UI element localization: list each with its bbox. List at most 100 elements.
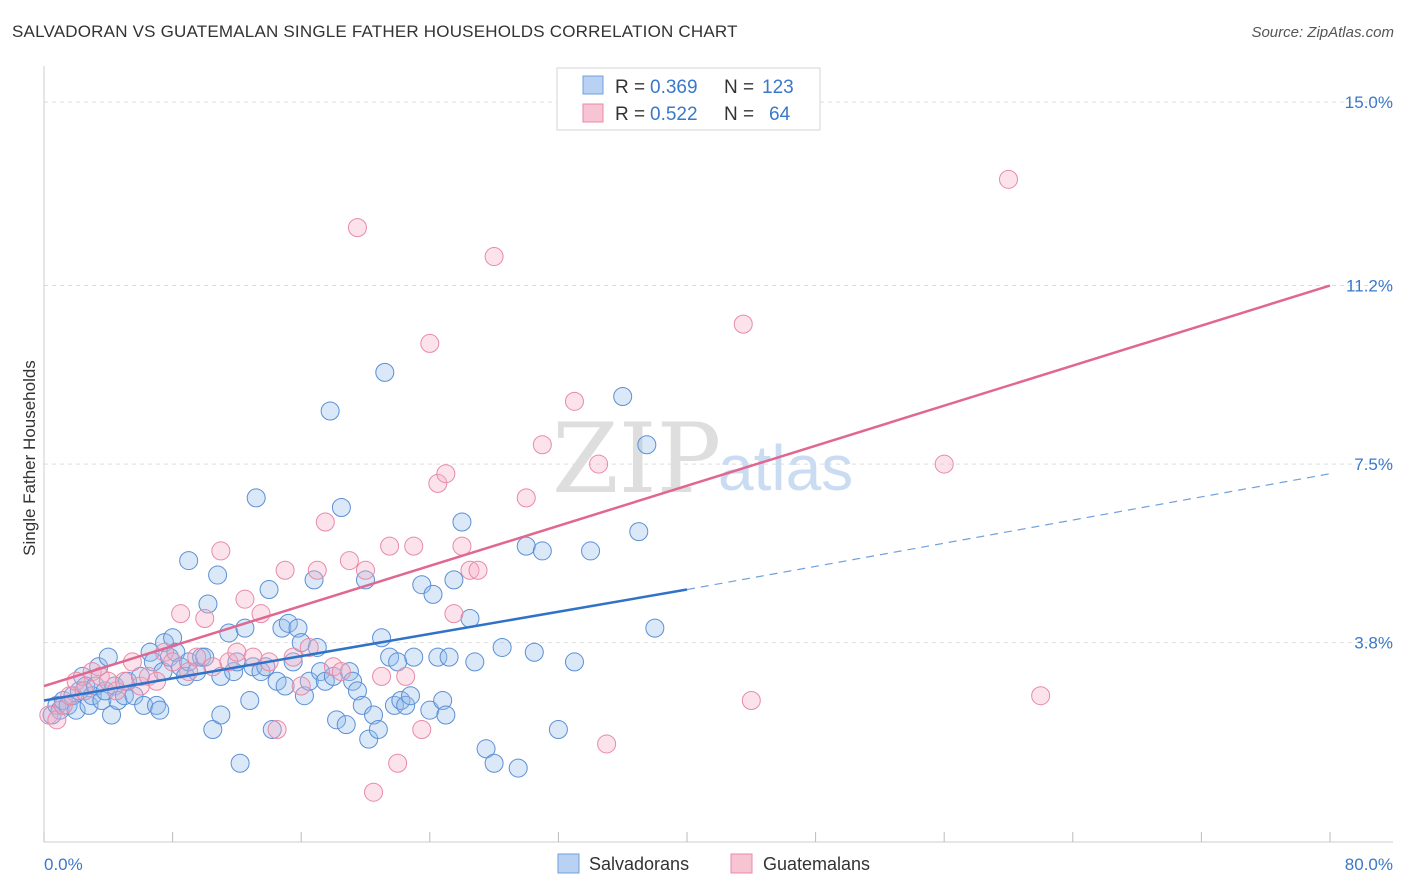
- guatemalan-point-61: [733, 314, 753, 334]
- legend: R = 0.369 N = 123 R = 0.522 N = 64: [556, 67, 821, 131]
- salvadoran-point-53: [246, 488, 266, 508]
- salvadoran-point-115: [629, 522, 649, 542]
- legend-n-value-1: 123: [762, 77, 794, 98]
- guatemalan-point-42: [372, 666, 392, 686]
- trend-lines: [43, 284, 1331, 702]
- salvadoran-point-60: [275, 676, 295, 696]
- salvadoran-point-40: [195, 647, 215, 667]
- guatemalan-point-47: [412, 719, 432, 739]
- bottom-legend-swatch-guatemalans: [730, 853, 753, 874]
- guatemalan-point-57: [532, 435, 552, 455]
- salvadoran-point-81: [359, 729, 379, 749]
- salvadoran-point-71: [320, 401, 340, 421]
- salvadoran-point-6: [66, 700, 86, 720]
- salvadoran-point-101: [452, 512, 472, 532]
- salvadoran-point-92: [404, 647, 424, 667]
- legend-r-label-2: R =: [615, 104, 645, 125]
- salvadoran-point-45: [211, 705, 231, 725]
- salvadoran-point-113: [581, 541, 601, 561]
- guatemalan-point-37: [331, 662, 351, 682]
- guatemalan-point-46: [404, 536, 424, 556]
- salvadoran-point-56: [259, 580, 279, 600]
- salvadoran-point-69: [310, 662, 330, 682]
- salvadoran-point-74: [331, 497, 351, 517]
- salvadoran-point-116: [637, 435, 657, 455]
- source-label: Source: ZipAtlas.com: [1251, 24, 1394, 41]
- salvadoran-point-98: [436, 705, 456, 725]
- salvadoran-point-41: [198, 594, 218, 614]
- x-tick-label-1: 80.0%: [1345, 855, 1393, 874]
- y-axis-label: Single Father Households: [20, 360, 39, 556]
- salvadoran-point-108: [516, 536, 536, 556]
- salvadoran-point-99: [439, 647, 459, 667]
- salvadoran-point-117: [645, 618, 665, 638]
- salvadoran-point-28: [150, 700, 170, 720]
- salvadoran-point-85: [375, 362, 395, 382]
- guatemalan-point-54: [468, 560, 488, 580]
- guatemalan-point-60: [597, 734, 617, 754]
- guatemalan-point-5: [74, 681, 94, 701]
- guatemalan-point-35: [315, 512, 335, 532]
- legend-n-label-2: N =: [724, 104, 754, 125]
- salvadoran-trend-extension: [686, 473, 1331, 591]
- guatemalan-point-41: [364, 782, 384, 802]
- guatemalan-point-23: [219, 652, 239, 672]
- guatemalan-point-50: [436, 464, 456, 484]
- guatemalan-point-62: [741, 691, 761, 711]
- guatemalan-point-58: [564, 391, 584, 411]
- bottom-legend-salvadorans: Salvadorans: [589, 854, 689, 874]
- salvadoran-point-97: [433, 691, 453, 711]
- grid-lines: [44, 101, 1393, 644]
- legend-swatch-salvadorans: [582, 75, 604, 95]
- guatemalan-point-22: [211, 541, 231, 561]
- legend-r-label-1: R =: [615, 77, 645, 98]
- salvadoran-point-82: [364, 705, 384, 725]
- y-tick-label-0: 3.8%: [1354, 634, 1393, 653]
- guatemalan-point-43: [380, 536, 400, 556]
- salvadoran-point-57: [262, 719, 282, 739]
- guatemalan-point-17: [171, 604, 191, 624]
- salvadoran-point-106: [492, 637, 512, 657]
- salvadoran-point-90: [396, 695, 416, 715]
- guatemalan-point-59: [589, 454, 609, 474]
- guatemalan-point-55: [484, 247, 504, 267]
- salvadoran-point-37: [179, 551, 199, 571]
- salvadoran-point-103: [465, 652, 485, 672]
- salvadoran-point-114: [613, 387, 633, 407]
- salvadoran-point-93: [412, 575, 432, 595]
- salvadoran-point-17: [102, 705, 122, 725]
- salvadoran-point-43: [208, 565, 228, 585]
- y-tick-label-2: 11.2%: [1346, 277, 1393, 296]
- legend-n-label-1: N =: [724, 77, 754, 98]
- salvadoran-point-42: [203, 719, 223, 739]
- salvadoran-point-110: [532, 541, 552, 561]
- guatemalan-point-51: [444, 604, 464, 624]
- guatemalan-point-25: [235, 589, 255, 609]
- guatemalan-point-39: [347, 218, 367, 238]
- guatemalan-point-56: [516, 488, 536, 508]
- guatemalan-point-34: [307, 560, 327, 580]
- salvadoran-point-95: [423, 584, 443, 604]
- guatemalan-point-38: [339, 551, 359, 571]
- salvadoran-point-22: [124, 686, 144, 706]
- guatemalan-point-32: [291, 676, 311, 696]
- salvadoran-point-87: [384, 695, 404, 715]
- guatemalan-trend-line: [43, 284, 1331, 688]
- salvadoran-point-107: [508, 758, 528, 778]
- salvadoran-point-91: [401, 686, 421, 706]
- x-tick-labels: 0.0% 80.0%: [44, 855, 1393, 874]
- y-tick-label-3: 15.0%: [1345, 93, 1393, 112]
- salvadoran-point-109: [524, 642, 544, 662]
- chart-title: SALVADORAN VS GUATEMALAN SINGLE FATHER H…: [12, 22, 738, 41]
- x-tick-label-0: 0.0%: [44, 855, 83, 874]
- salvadoran-point-73: [327, 710, 347, 730]
- salvadoran-point-111: [548, 719, 568, 739]
- guatemalan-point-52: [452, 536, 472, 556]
- salvadoran-point-77: [343, 671, 363, 691]
- y-tick-labels: 3.8% 7.5% 11.2% 15.0%: [1345, 93, 1393, 652]
- guatemalan-point-19: [187, 647, 207, 667]
- salvadoran-point-96: [428, 647, 448, 667]
- guatemalan-point-49: [428, 473, 448, 493]
- y-tick-label-1: 7.5%: [1354, 455, 1393, 474]
- guatemalan-point-1: [47, 710, 67, 730]
